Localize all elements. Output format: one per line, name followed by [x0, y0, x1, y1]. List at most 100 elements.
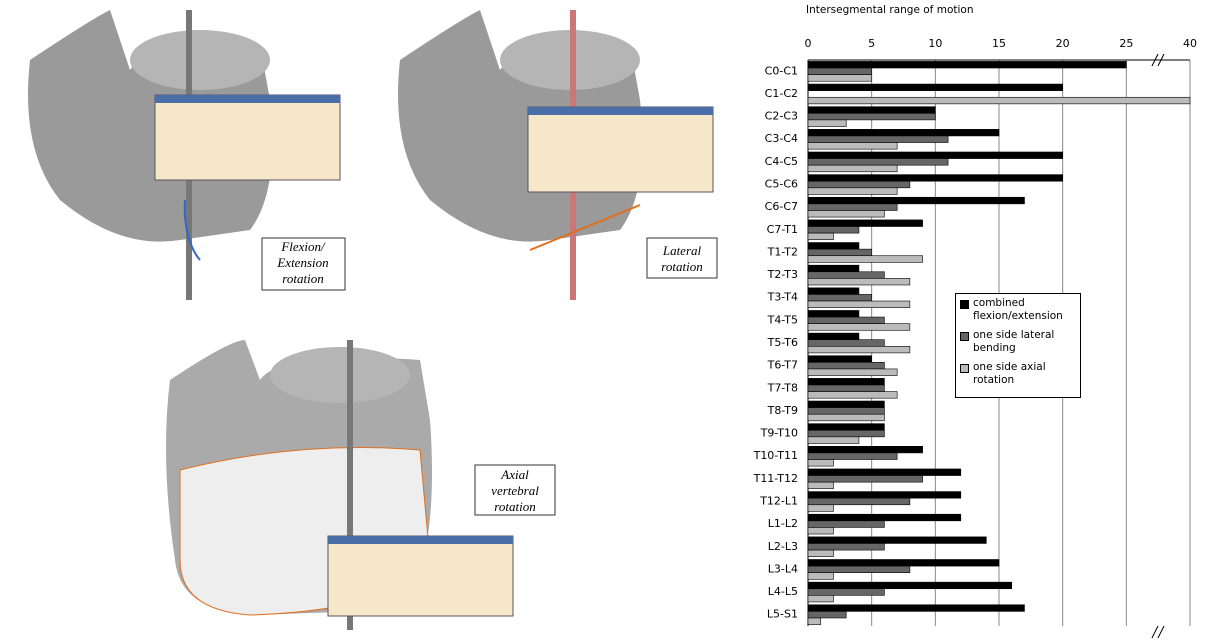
- bar: [807, 210, 885, 218]
- legend-label: one side lateral bending: [973, 329, 1055, 354]
- y-tick-label: T2-T3: [767, 268, 798, 281]
- y-tick-label: C6-C7: [765, 200, 798, 213]
- bar: [807, 226, 860, 234]
- bar: [807, 617, 822, 625]
- bar: [807, 113, 936, 121]
- bar: [807, 339, 885, 347]
- y-tick-label: L2-L3: [768, 540, 798, 553]
- legend-item: one side axial rotation: [960, 361, 1076, 387]
- bar: [807, 459, 834, 467]
- bar: [807, 119, 847, 127]
- x-tick-label: 0: [805, 37, 812, 50]
- y-tick-label: T6-T7: [767, 359, 798, 372]
- chart-title: Intersegmental range of motion: [806, 4, 973, 16]
- bar: [807, 106, 936, 114]
- bar: [807, 255, 923, 263]
- bar: [807, 151, 1063, 159]
- bar: [807, 362, 885, 370]
- panel-label: Lateral: [662, 243, 702, 258]
- axis-break: [1151, 625, 1159, 639]
- legend: combined flexion/extension one side later…: [955, 293, 1081, 398]
- bar: [807, 287, 860, 295]
- legend-item: one side lateral bending: [960, 329, 1076, 355]
- y-tick-label: T10-T11: [753, 449, 798, 462]
- bar: [807, 368, 898, 376]
- x-tick-label: 10: [928, 37, 942, 50]
- panel-label: Extension: [276, 255, 328, 270]
- bar: [807, 543, 885, 551]
- y-tick-label: L3-L4: [768, 562, 798, 575]
- axis-break: [1157, 53, 1165, 67]
- bar: [807, 445, 923, 454]
- bar: [807, 559, 1000, 567]
- y-tick-label: T4-T5: [767, 313, 798, 326]
- y-tick-label: T9-T10: [760, 427, 798, 440]
- bar: [807, 135, 949, 143]
- y-tick-label: L5-S1: [767, 608, 798, 621]
- bar: [807, 429, 885, 438]
- y-tick-label: T3-T4: [767, 291, 798, 304]
- bar: [807, 475, 923, 483]
- bar: [807, 520, 885, 528]
- y-tick-label: C5-C6: [765, 178, 798, 191]
- bar: [807, 527, 834, 535]
- legend-swatch: [960, 300, 969, 309]
- y-tick-label: T11-T12: [753, 472, 798, 485]
- y-tick-label: T8-T9: [767, 404, 798, 417]
- bar: [807, 468, 962, 476]
- x-tick-label: 15: [992, 37, 1006, 50]
- bar: [807, 384, 885, 392]
- x-tick-label: 5: [868, 37, 875, 50]
- x-tick-label: 25: [1119, 37, 1133, 50]
- panel-label: rotation: [494, 499, 535, 514]
- bar: [807, 96, 1191, 105]
- bar: [807, 164, 898, 173]
- bar: [807, 611, 847, 619]
- y-tick-label: C3-C4: [765, 132, 798, 145]
- bar: [807, 565, 911, 573]
- y-tick-label: T1-T2: [767, 245, 798, 258]
- legend-item: combined flexion/extension: [960, 297, 1076, 323]
- bar: [807, 158, 949, 166]
- bar: [807, 452, 898, 460]
- bar: [807, 174, 1063, 182]
- bar: [807, 378, 885, 386]
- bar: [807, 142, 898, 150]
- bar: [807, 595, 834, 603]
- y-tick-label: T12-L1: [759, 494, 798, 507]
- legend-label: combined flexion/extension: [973, 297, 1063, 322]
- legend-swatch: [960, 364, 969, 373]
- bar: [807, 436, 860, 444]
- y-tick-label: C7-T1: [767, 223, 798, 236]
- bar: [807, 300, 911, 308]
- bar: [807, 581, 1013, 590]
- bar: [807, 248, 872, 257]
- bar: [807, 316, 885, 324]
- bar: [807, 332, 860, 341]
- y-tick-label: C4-C5: [765, 155, 798, 168]
- axis-break: [1157, 625, 1165, 639]
- bar: [807, 196, 1025, 205]
- bar: [807, 180, 911, 189]
- bar: [807, 83, 1063, 91]
- y-tick-label: L4-L5: [768, 585, 798, 598]
- bar: [807, 278, 911, 286]
- bar: [807, 536, 987, 544]
- panel-label: Axial: [500, 467, 529, 482]
- y-tick-label: T7-T8: [767, 381, 798, 394]
- y-tick-label: C0-C1: [765, 64, 798, 77]
- bar: [807, 549, 834, 557]
- bar: [807, 604, 1025, 612]
- bar: [807, 67, 872, 75]
- y-tick-label: C1-C2: [765, 87, 798, 100]
- bar: [807, 497, 911, 506]
- y-tick-label: C2-C3: [765, 110, 798, 123]
- bar: [807, 588, 885, 596]
- bar: [807, 491, 962, 499]
- panel-lateral: [398, 10, 718, 300]
- bar: [807, 323, 911, 331]
- bar: [807, 74, 872, 82]
- bar: [807, 232, 834, 241]
